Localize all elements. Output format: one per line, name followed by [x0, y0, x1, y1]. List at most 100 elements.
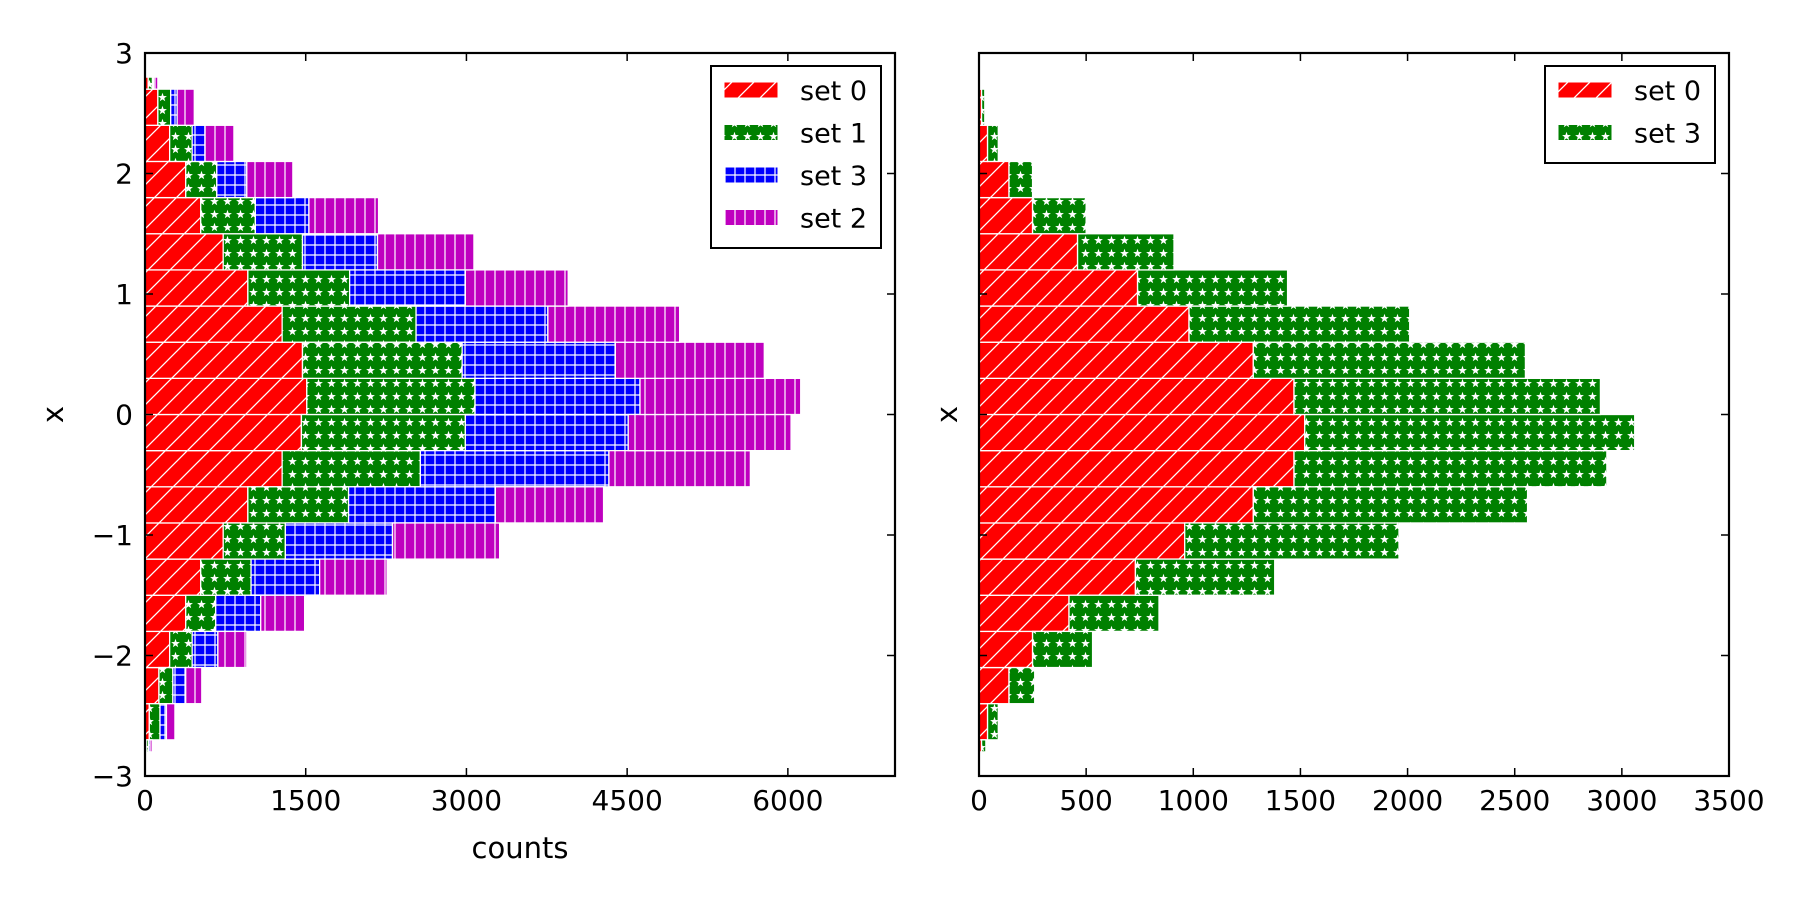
series-set-3: [147, 76, 641, 753]
bar-hatch-set-2-16: [246, 161, 293, 198]
y-tick-label: 0: [115, 399, 133, 432]
bar-hatch-set-0-17: [145, 125, 170, 162]
bar-hatch-set-2-14: [377, 233, 474, 270]
bar-hatch-set-0-2: [145, 667, 159, 704]
bar-hatch-set-3-1: [160, 703, 167, 740]
x-tick-label: 500: [1059, 784, 1112, 817]
bar-hatch-set-3-13: [349, 269, 466, 307]
bar-hatch-set-2-9: [628, 414, 792, 451]
legend-label-set-0: set 0: [800, 76, 867, 107]
bar-hatch-set-1-2: [158, 667, 173, 704]
bar-hatch-set-3-9: [1304, 414, 1635, 451]
bar-hatch-set-3-16: [1009, 161, 1033, 198]
x-tick-label: 6000: [752, 784, 823, 817]
y-tick-label: 3: [115, 37, 133, 70]
x-tick-label: 1500: [1265, 784, 1336, 817]
bar-hatch-set-2-11: [615, 342, 765, 379]
bar-hatch-set-2-7: [495, 486, 604, 523]
y-axis-label: x: [930, 406, 964, 423]
bar-hatch-set-3-3: [192, 631, 218, 668]
bar-hatch-set-3-16: [216, 161, 247, 198]
x-tick-label: 1000: [1158, 784, 1229, 817]
bar-hatch-set-1-12: [282, 306, 417, 343]
y-tick-label: 1: [115, 278, 133, 311]
bar-hatch-set-3-9: [465, 414, 629, 451]
bar-hatch-set-2-3: [217, 631, 247, 668]
bar-hatch-set-3-11: [1253, 342, 1526, 379]
bar-hatch-set-1-15: [200, 197, 256, 234]
bar-hatch-set-0-0: [979, 739, 982, 752]
y-tick-label: −1: [92, 519, 133, 552]
bar-hatch-set-1-7: [247, 486, 349, 523]
bar-hatch-set-3-12: [1189, 306, 1410, 343]
bar-hatch-set-3-2: [1009, 667, 1035, 704]
legend-label-set-3: set 3: [800, 161, 867, 192]
bar-hatch-set-1-19: [148, 77, 153, 90]
bar-hatch-set-0-3: [145, 631, 170, 668]
legend: set 0 set 3: [1544, 65, 1716, 164]
bar-hatch-set-2-13: [465, 269, 569, 307]
bar-hatch-set-1-10: [306, 378, 475, 415]
bar-hatch-set-1-0: [146, 739, 149, 752]
bar-hatch-set-3-5: [251, 559, 320, 596]
bar-hatch-set-2-1: [166, 703, 175, 740]
bar-hatch-set-0-15: [145, 197, 201, 234]
bar-hatch-set-0-4: [979, 595, 1069, 632]
bar-hatch-set-1-14: [223, 233, 303, 270]
legend-swatch-hatch-set-2: [724, 209, 778, 226]
bar-hatch-set-3-12: [416, 306, 548, 343]
bar-hatch-set-1-18: [157, 89, 171, 126]
bar-hatch-set-3-17: [192, 125, 205, 162]
bar-hatch-set-3-5: [1135, 559, 1275, 596]
bar-hatch-set-0-12: [979, 306, 1189, 343]
bar-hatch-set-1-4: [185, 595, 216, 632]
plot-area: [979, 76, 1636, 753]
bar-hatch-set-3-6: [1184, 522, 1399, 560]
bar-hatch-set-0-18: [979, 89, 982, 126]
bar-hatch-set-2-19: [153, 77, 158, 90]
bar-hatch-set-2-5: [319, 559, 388, 596]
bar-hatch-set-0-19: [145, 77, 149, 90]
bar-hatch-set-0-6: [145, 522, 224, 560]
x-tick-label: 3000: [431, 784, 502, 817]
bar-hatch-set-1-8: [282, 450, 421, 487]
bar-hatch-set-0-1: [145, 703, 150, 740]
y-tick-label: −3: [92, 760, 133, 793]
bar-hatch-set-2-0: [150, 739, 153, 752]
legend: set 0 set 1 set 3 set 2: [710, 65, 882, 249]
bar-hatch-set-0-17: [979, 125, 988, 162]
bar-hatch-set-3-3: [1032, 631, 1093, 668]
bar-hatch-set-3-6: [285, 522, 393, 560]
bar-hatch-set-3-11: [462, 342, 616, 379]
bar-hatch-set-3-0: [148, 739, 151, 752]
bar-hatch-set-3-7: [348, 486, 496, 523]
bar-hatch-set-2-4: [260, 595, 305, 632]
bar-hatch-set-0-14: [979, 233, 1078, 270]
legend-swatch-hatch-set-1: [724, 124, 778, 141]
y-tick-label: 2: [115, 158, 133, 191]
bar-hatch-set-1-11: [302, 342, 463, 379]
bar-hatch-set-0-4: [145, 595, 186, 632]
legend-swatch-hatch-set-0: [1558, 82, 1612, 98]
bar-hatch-set-0-14: [145, 233, 224, 270]
bar-hatch-set-2-12: [547, 306, 680, 343]
bar-hatch-set-2-18: [177, 89, 195, 126]
bar-hatch-set-3-15: [255, 197, 309, 234]
bar-hatch-set-3-10: [1294, 378, 1601, 415]
bar-hatch-set-1-5: [200, 559, 252, 596]
bar-hatch-set-0-7: [979, 486, 1254, 523]
bar-hatch-set-0-10: [979, 378, 1294, 415]
bar-hatch-set-3-8: [1294, 450, 1607, 487]
bar-hatch-set-0-18: [145, 89, 158, 126]
bar-hatch-set-1-6: [223, 522, 286, 560]
x-axis-label: counts: [472, 831, 569, 865]
bar-hatch-set-0-2: [979, 667, 1009, 704]
bar-hatch-set-0-11: [979, 342, 1254, 379]
bar-hatch-set-0-9: [145, 414, 302, 451]
bar-hatch-set-1-9: [301, 414, 466, 451]
bar-hatch-set-3-13: [1137, 269, 1288, 307]
bar-hatch-set-1-13: [247, 269, 350, 307]
x-tick-label: 3500: [1693, 784, 1764, 817]
bar-hatch-set-3-18: [170, 89, 178, 126]
